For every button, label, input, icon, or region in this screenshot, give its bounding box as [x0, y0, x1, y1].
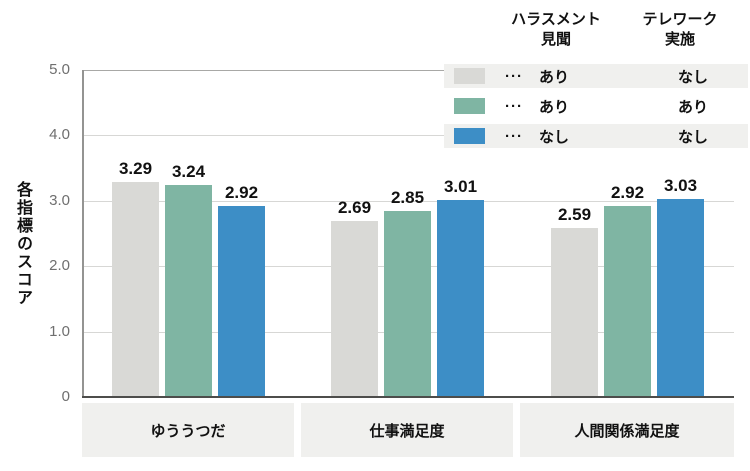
bar-value-label: 2.69	[337, 198, 372, 218]
bar: 3.01	[437, 178, 484, 397]
legend-swatch-blue	[454, 128, 485, 144]
gridline	[82, 70, 734, 71]
ellipsis-icon: ···	[505, 67, 523, 85]
y-tick-label-5: 5.0	[49, 61, 70, 78]
category-label-box: 仕事満足度	[301, 403, 513, 457]
category-label-box: ゆううつだ	[82, 403, 294, 457]
legend-row: ··· あり なし	[444, 64, 748, 88]
legend-header: ハラスメント 見聞 テレワーク 実施	[444, 6, 748, 64]
legend-value-harassment: あり	[539, 98, 570, 116]
x-axis-line	[82, 396, 734, 398]
bar: 2.59	[551, 206, 598, 397]
y-axis-title: 各指標のスコア	[14, 181, 31, 307]
bar: 2.85	[384, 189, 431, 397]
bar-value-label: 2.59	[557, 204, 592, 224]
bar-value-label: 3.01	[443, 177, 478, 197]
y-tick-label-3: 3.0	[49, 192, 70, 209]
category-label: 人間関係満足度	[574, 422, 680, 440]
legend-column-header-telework: テレワーク 実施	[642, 11, 718, 48]
legend-value-harassment: なし	[539, 128, 570, 146]
y-tick-label-1: 1.0	[49, 323, 70, 340]
legend-row: ··· あり あり	[444, 94, 748, 118]
bar-value-label: 3.03	[663, 175, 698, 195]
bar: 3.03	[657, 177, 704, 397]
legend-swatch-gray	[454, 68, 485, 84]
bar-group: 2.59 2.92 3.03	[551, 70, 704, 397]
bar: 3.29	[112, 160, 159, 397]
bar-value-label: 2.92	[610, 183, 645, 202]
legend-row: ··· なし なし	[444, 124, 748, 148]
category-label-box: 人間関係満足度	[520, 403, 734, 457]
bar-value-label: 3.24	[171, 162, 206, 182]
legend: ハラスメント 見聞 テレワーク 実施 ··· あり なし ··· あり あり ·…	[444, 6, 748, 154]
y-axis-line	[82, 70, 84, 398]
bar-group: 2.69 2.85 3.01	[331, 70, 484, 397]
legend-value-harassment: あり	[539, 68, 570, 86]
bar-value-label: 2.92	[224, 183, 259, 202]
legend-value-telework: なし	[678, 128, 709, 146]
bar-group: 3.29 3.24 2.92	[112, 70, 265, 397]
bar: 2.69	[331, 199, 378, 397]
legend-value-telework: あり	[678, 98, 709, 116]
bar: 2.92	[604, 184, 651, 397]
gridline	[82, 200, 734, 202]
ellipsis-icon: ···	[505, 127, 523, 145]
legend-value-telework: なし	[678, 68, 709, 86]
y-tick-label-2: 2.0	[49, 257, 70, 274]
y-tick-label-4: 4.0	[49, 126, 70, 143]
category-label: ゆううつだ	[150, 422, 226, 440]
category-label: 仕事満足度	[369, 422, 445, 440]
bar-value-label: 3.29	[118, 158, 153, 178]
gridline	[82, 135, 734, 137]
bar: 2.92	[218, 184, 265, 397]
legend-column-header-harassment: ハラスメント 見聞	[511, 11, 601, 48]
bar: 3.24	[165, 163, 212, 397]
ellipsis-icon: ···	[505, 97, 523, 115]
y-tick-label-0: 0	[61, 388, 70, 405]
plot-area: 3.29 3.24 2.92 2.69 2.85 3.01 2.59 2.92 3.03	[82, 70, 734, 397]
legend-swatch-green	[454, 98, 485, 114]
bar-value-label: 2.85	[390, 187, 425, 207]
